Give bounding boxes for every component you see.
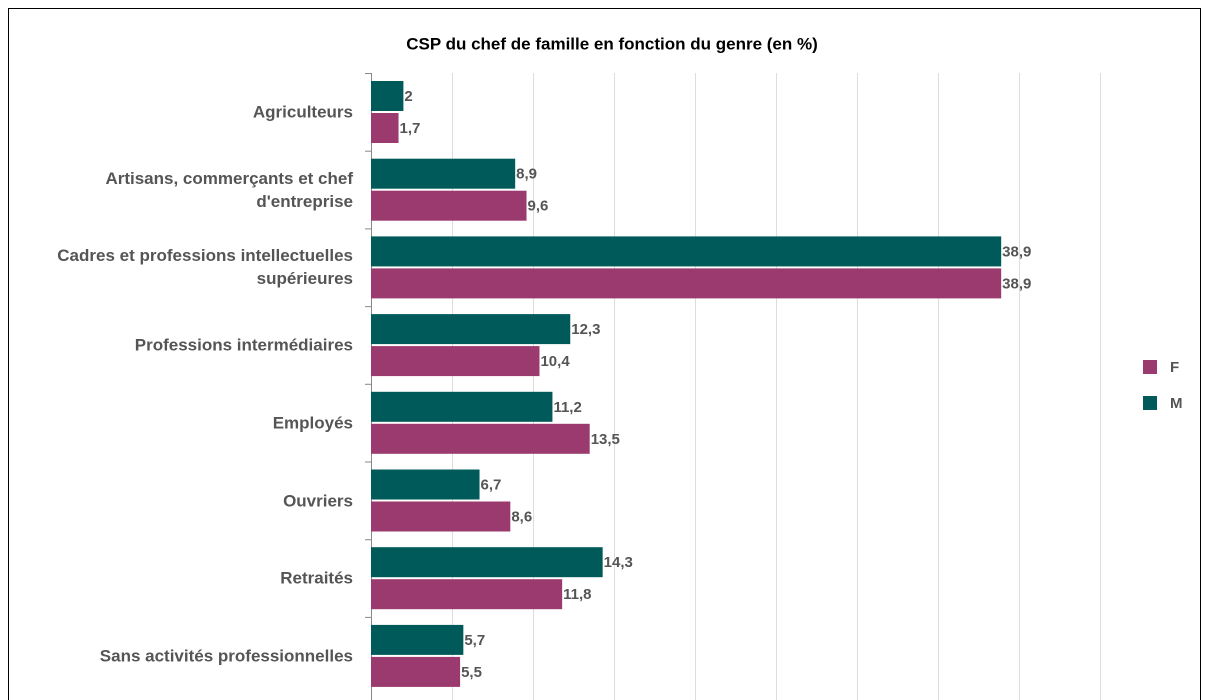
y-tick-label: Sans activités professionnelles bbox=[99, 646, 353, 666]
legend-swatch bbox=[1143, 396, 1157, 410]
legend-swatch bbox=[1143, 360, 1157, 374]
bar bbox=[371, 624, 464, 655]
bar bbox=[371, 547, 603, 578]
bar bbox=[371, 314, 571, 345]
bar bbox=[371, 158, 516, 189]
y-tick-label: Artisans, commerçants et chef d'entrepri… bbox=[105, 168, 353, 211]
legend-label: F bbox=[1170, 359, 1179, 376]
data-label: 9,6 bbox=[528, 198, 549, 215]
bar bbox=[371, 579, 563, 610]
y-tick-label: Employés bbox=[272, 413, 353, 433]
data-label: 1,7 bbox=[400, 120, 421, 137]
data-label: 8,6 bbox=[511, 508, 532, 525]
bar bbox=[371, 656, 461, 687]
data-label: 6,7 bbox=[481, 476, 502, 493]
data-label: 14,3 bbox=[604, 554, 633, 571]
y-tick-label: Ouvriers bbox=[283, 491, 353, 510]
legend-label: M bbox=[1170, 395, 1183, 412]
bar bbox=[371, 391, 553, 422]
bar bbox=[371, 346, 540, 377]
data-label: 8,9 bbox=[516, 166, 537, 183]
y-tick-label: Agriculteurs bbox=[252, 102, 353, 122]
bar bbox=[371, 423, 590, 454]
data-label: 5,7 bbox=[464, 632, 485, 649]
y-tick-label: Retraités bbox=[280, 568, 353, 588]
y-tick-label: Professions intermédiaires bbox=[134, 335, 353, 355]
data-label: 38,9 bbox=[1002, 243, 1031, 260]
bar bbox=[371, 190, 527, 221]
bar bbox=[371, 501, 511, 532]
data-label: 11,2 bbox=[553, 399, 581, 416]
data-label: 10,4 bbox=[540, 353, 570, 370]
bar bbox=[371, 268, 1002, 299]
data-label: 5,5 bbox=[461, 664, 482, 681]
bar bbox=[371, 236, 1002, 267]
frame bbox=[8, 8, 1201, 700]
data-label: 13,5 bbox=[591, 431, 620, 448]
data-label: 38,9 bbox=[1002, 275, 1031, 292]
data-label: 12,3 bbox=[571, 321, 600, 338]
y-tick-label: Cadres et professions intellectuelles su… bbox=[57, 246, 353, 289]
bar bbox=[371, 113, 399, 143]
data-label: 2 bbox=[404, 88, 412, 105]
chart-title: CSP du chef de famille en fonction du ge… bbox=[406, 34, 818, 53]
data-label: 11,8 bbox=[563, 586, 591, 603]
bar bbox=[371, 469, 480, 500]
bar bbox=[371, 81, 404, 111]
